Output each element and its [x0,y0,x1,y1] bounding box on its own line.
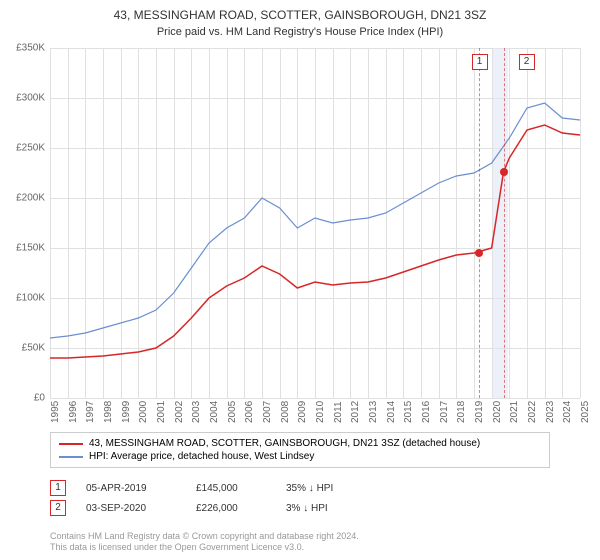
series-price_paid [50,125,580,358]
y-tick-label: £350K [5,43,45,54]
legend-swatch [59,443,83,445]
chart-title: 43, MESSINGHAM ROAD, SCOTTER, GAINSBOROU… [0,0,600,24]
chart-container: 43, MESSINGHAM ROAD, SCOTTER, GAINSBOROU… [0,0,600,560]
footer-attribution: Contains HM Land Registry data © Crown c… [50,531,359,554]
transaction-date: 03-SEP-2020 [86,503,176,514]
footer-line-1: Contains HM Land Registry data © Crown c… [50,531,359,543]
y-tick-label: £50K [5,343,45,354]
legend-item: 43, MESSINGHAM ROAD, SCOTTER, GAINSBOROU… [59,437,541,450]
transactions-table: 1 05-APR-2019 £145,000 35% ↓ HPI 2 03-SEP-202… [50,478,376,518]
transaction-delta: 3% ↓ HPI [286,503,376,514]
y-tick-label: £250K [5,143,45,154]
marker-line-1 [479,48,480,398]
legend-swatch [59,456,83,458]
y-tick-label: £0 [5,393,45,404]
y-tick-label: £200K [5,193,45,204]
legend-label: HPI: Average price, detached house, West… [89,451,314,462]
legend-label: 43, MESSINGHAM ROAD, SCOTTER, GAINSBOROU… [89,438,480,449]
transaction-marker: 1 [50,480,66,496]
footer-line-2: This data is licensed under the Open Gov… [50,542,359,554]
y-tick-label: £150K [5,243,45,254]
legend-box: 43, MESSINGHAM ROAD, SCOTTER, GAINSBOROU… [50,432,550,468]
transaction-marker: 2 [50,500,66,516]
plot-area: £0£50K£100K£150K£200K£250K£300K£350K1995… [50,48,580,398]
transaction-date: 05-APR-2019 [86,483,176,494]
y-tick-label: £100K [5,293,45,304]
x-tick-label: 2025 [580,393,591,423]
marker-label-1: 1 [472,54,488,70]
transaction-price: £145,000 [196,483,266,494]
y-tick-label: £300K [5,93,45,104]
line-series [50,48,580,398]
marker-line-2 [504,48,505,398]
transaction-row: 1 05-APR-2019 £145,000 35% ↓ HPI [50,478,376,498]
marker-label-2: 2 [519,54,535,70]
legend-item: HPI: Average price, detached house, West… [59,450,541,463]
transaction-price: £226,000 [196,503,266,514]
transaction-delta: 35% ↓ HPI [286,483,376,494]
chart-subtitle: Price paid vs. HM Land Registry's House … [0,24,600,38]
transaction-row: 2 03-SEP-2020 £226,000 3% ↓ HPI [50,498,376,518]
series-hpi [50,103,580,338]
marker-dot-2 [500,168,508,176]
marker-dot-1 [475,249,483,257]
